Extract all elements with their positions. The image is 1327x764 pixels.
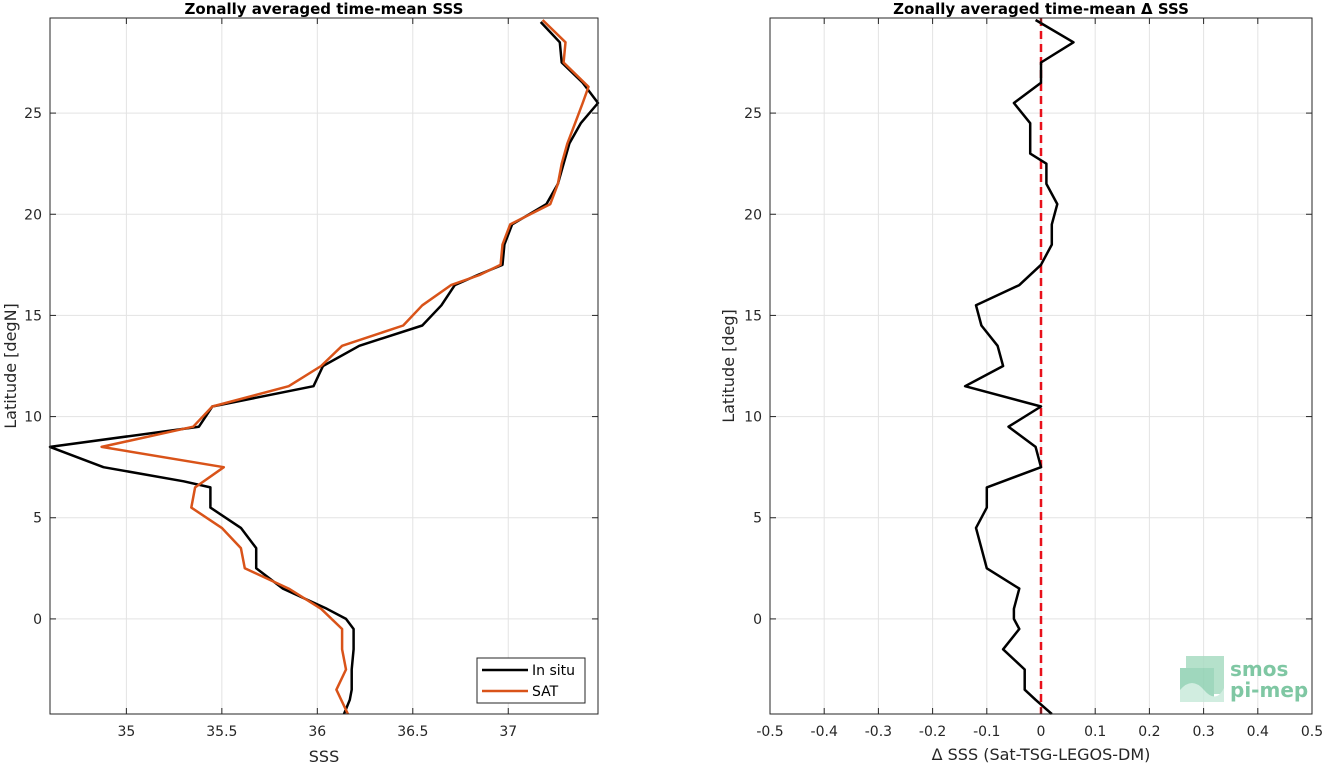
delta-sss-y-tick-label: 25 <box>744 106 762 122</box>
delta-sss-x-tick-label: 0 <box>1037 724 1046 740</box>
sss-ticks: 35 35.5 36 36.5 37 0 5 10 15 20 25 <box>24 18 598 740</box>
legend-box <box>476 657 586 704</box>
sss-x-tick-label: 36 <box>308 724 326 740</box>
sss-grid <box>50 18 598 714</box>
delta-sss-y-tick-label: 10 <box>744 410 762 426</box>
delta-sss-y-tick-label: 5 <box>753 511 762 527</box>
delta-sss-y-axis-label: Latitude [deg] <box>719 309 738 423</box>
sss-y-tick-label: 10 <box>24 410 42 426</box>
sss-series-line-sat <box>100 19 590 715</box>
legend: In situ SAT <box>476 657 586 704</box>
delta-sss-y-tick-label: 15 <box>744 308 762 324</box>
legend-label-in-situ: In situ <box>532 663 575 679</box>
sss-x-tick-label: 35 <box>117 724 135 740</box>
sss-chart: 35 35.5 36 36.5 37 0 5 10 15 20 25 Zonally average… <box>1 0 600 764</box>
sss-y-tick-label: 20 <box>24 207 42 223</box>
delta-sss-x-axis-label: Δ SSS (Sat-TSG-LEGOS-DM) <box>932 745 1151 764</box>
delta-sss-x-tick-label: 0.2 <box>1138 724 1160 740</box>
delta-sss-x-tick-label: 0.3 <box>1192 724 1214 740</box>
logo-text-smos: smos <box>1230 657 1288 681</box>
delta-sss-x-tick-label: 0.4 <box>1247 724 1269 740</box>
sss-y-tick-label: 5 <box>33 511 42 527</box>
delta-sss-x-tick-label: 0.5 <box>1301 724 1323 740</box>
sss-x-tick-label: 36.5 <box>397 724 428 740</box>
logo-wave-icon <box>1180 656 1224 702</box>
sss-chart-title: Zonally averaged time-mean SSS <box>185 0 464 18</box>
sss-y-tick-label: 15 <box>24 308 42 324</box>
delta-sss-x-tick-label: -0.5 <box>756 724 783 740</box>
delta-sss-ticks: -0.5 -0.4 -0.3 -0.2 -0.1 0 0.1 0.2 0.3 0.4 0.5 0 5 10… <box>744 18 1323 740</box>
delta-sss-x-tick-label: -0.1 <box>973 724 1000 740</box>
sss-series <box>48 19 600 715</box>
delta-sss-chart-title: Zonally averaged time-mean Δ SSS <box>893 0 1189 18</box>
legend-label-sat: SAT <box>532 684 559 700</box>
smos-pi-mep-logo: smos pi-mep <box>1180 656 1308 702</box>
delta-sss-x-tick-label: -0.2 <box>919 724 946 740</box>
sss-axes-box <box>49 17 599 715</box>
delta-sss-y-tick-label: 0 <box>753 612 762 628</box>
delta-sss-x-tick-label: -0.3 <box>865 724 892 740</box>
sss-x-axis-label: SSS <box>309 747 339 764</box>
sss-series-line-in-situ <box>48 21 600 715</box>
sss-x-tick-label: 37 <box>499 724 517 740</box>
delta-sss-series-line-delta <box>963 18 1075 715</box>
logo-text-pi-mep: pi-mep <box>1230 678 1308 702</box>
delta-sss-series <box>963 18 1075 715</box>
sss-y-axis-label: Latitude [degN] <box>1 303 20 429</box>
sss-x-tick-label: 35.5 <box>206 724 237 740</box>
sss-y-tick-label: 0 <box>33 612 42 628</box>
sss-y-tick-label: 25 <box>24 106 42 122</box>
delta-sss-x-tick-label: -0.4 <box>811 724 838 740</box>
delta-sss-y-tick-label: 20 <box>744 207 762 223</box>
delta-sss-chart: -0.5 -0.4 -0.3 -0.2 -0.1 0 0.1 0.2 0.3 0.4 0.5 0 5 10… <box>719 0 1323 764</box>
delta-sss-x-tick-label: 0.1 <box>1084 724 1106 740</box>
